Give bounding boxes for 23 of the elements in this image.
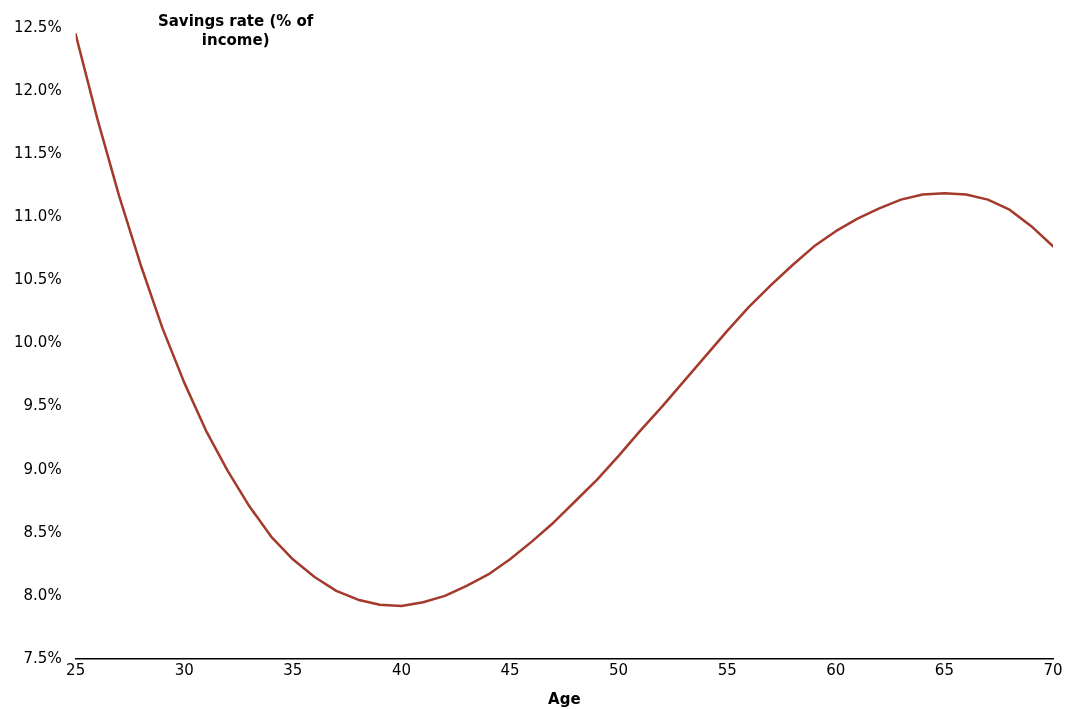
x-tick-label: 55 xyxy=(717,660,737,679)
y-tick-label: 12.0% xyxy=(14,80,62,99)
y-tick-label: 7.5% xyxy=(23,648,62,667)
x-tick-label: 30 xyxy=(174,660,194,679)
y-tick-label: 9.5% xyxy=(23,396,62,415)
x-tick-label: 65 xyxy=(934,660,954,679)
y-axis-title: Savings rate (% of income) xyxy=(157,12,314,50)
y-tick-label: 10.5% xyxy=(14,270,62,289)
x-tick-label: 40 xyxy=(391,660,411,679)
y-tick-label: 9.0% xyxy=(23,459,62,478)
x-axis-title: Age xyxy=(548,690,581,709)
x-tick-label: 25 xyxy=(66,660,86,679)
x-tick-label: 70 xyxy=(1043,660,1063,679)
y-tick-label: 8.5% xyxy=(23,522,62,541)
y-tick-label: 12.5% xyxy=(14,17,62,36)
x-tick-label: 50 xyxy=(609,660,629,679)
y-tick-label: 11.5% xyxy=(14,144,62,163)
x-tick-label: 60 xyxy=(826,660,846,679)
y-tick-label: 11.0% xyxy=(14,207,62,226)
x-tick-label: 45 xyxy=(500,660,520,679)
x-tick-label: 35 xyxy=(283,660,303,679)
y-tick-label: 8.0% xyxy=(23,585,62,604)
y-tick-label: 10.0% xyxy=(14,333,62,352)
